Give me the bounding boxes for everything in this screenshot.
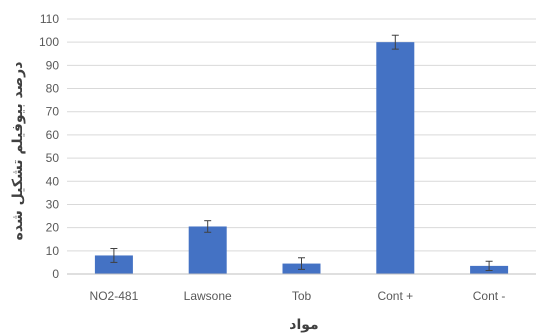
x-tick-label: Lawsone (184, 289, 232, 303)
y-tick-labels: 0 10 20 30 40 50 60 70 80 90 100 110 (39, 12, 59, 281)
x-tick-label: Cont + (377, 289, 413, 303)
x-axis-title: مواد (289, 317, 318, 333)
error-bar (110, 248, 118, 263)
y-tick-label: 10 (46, 244, 60, 258)
error-bar (485, 260, 493, 272)
error-bars (110, 34, 493, 272)
y-tick-label: 40 (46, 174, 60, 188)
y-tick-label: 90 (46, 58, 60, 72)
bar-cont (376, 42, 415, 274)
error-bar (391, 34, 399, 50)
error-bar (298, 257, 305, 270)
error-bar (204, 220, 212, 233)
y-tick-label: 100 (39, 35, 59, 49)
y-tick-label: 30 (46, 197, 60, 211)
y-axis-title: درصد بیوفیلم تشکیل شده (10, 62, 26, 241)
y-tick-label: 20 (46, 221, 60, 235)
y-tick-label: 110 (40, 12, 59, 26)
x-tick-label: Tob (292, 289, 312, 303)
y-tick-label: 50 (46, 151, 60, 165)
y-tick-label: 80 (46, 82, 60, 96)
bar-no2-481 (94, 255, 133, 274)
x-tick-label: NO2-481 (90, 289, 139, 303)
y-tick-label: 0 (52, 267, 59, 281)
y-tick-label: 60 (46, 128, 60, 142)
x-tick-label: Cont - (473, 289, 506, 303)
gridlines (67, 18, 536, 252)
bar-lawsone (188, 226, 227, 274)
bars (94, 42, 509, 274)
x-tick-labels: NO2-481 Lawsone Tob Cont + Cont - (90, 289, 506, 303)
y-tick-label: 70 (46, 105, 60, 119)
